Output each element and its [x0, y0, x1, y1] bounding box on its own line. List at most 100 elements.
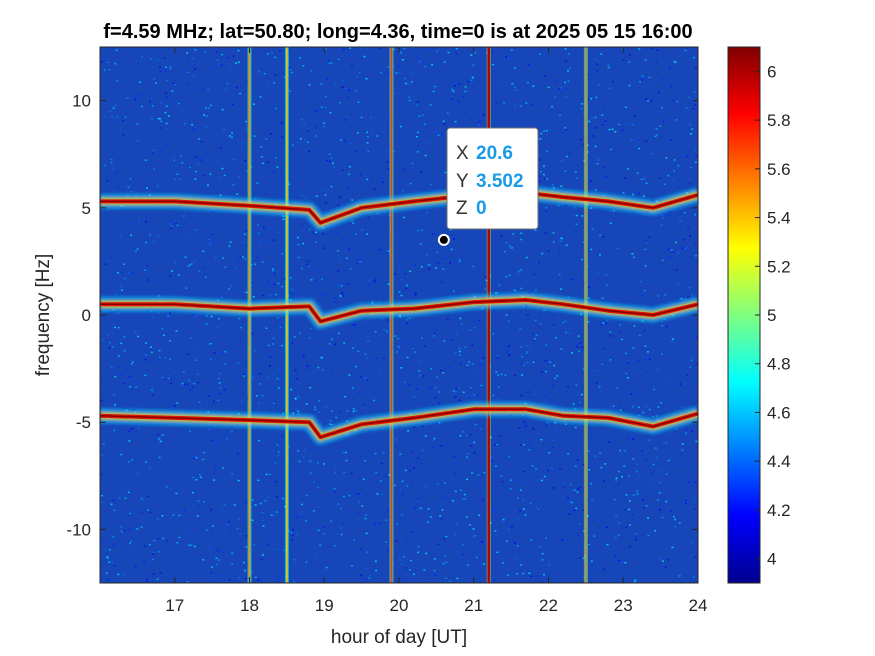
noise-speckle: [312, 469, 315, 471]
noise-speckle: [312, 481, 315, 484]
noise-speckle: [201, 99, 204, 102]
noise-speckle: [298, 287, 301, 290]
noise-speckle: [149, 511, 152, 513]
noise-speckle: [165, 96, 168, 98]
noise-speckle: [458, 347, 461, 350]
noise-speckle: [281, 285, 284, 288]
noise-speckle: [691, 293, 693, 296]
noise-speckle: [254, 350, 257, 352]
noise-speckle: [664, 566, 667, 569]
noise-speckle: [671, 546, 674, 549]
noise-speckle: [342, 451, 345, 454]
noise-speckle: [104, 549, 107, 551]
noise-speckle: [498, 435, 501, 437]
noise-speckle: [333, 167, 336, 170]
noise-speckle: [509, 58, 512, 60]
noise-speckle: [253, 135, 256, 137]
noise-speckle: [515, 89, 518, 91]
noise-speckle: [327, 577, 330, 580]
noise-speckle: [178, 514, 181, 517]
noise-speckle: [431, 64, 434, 66]
noise-speckle: [417, 545, 420, 548]
noise-speckle: [434, 386, 437, 389]
noise-speckle: [459, 435, 462, 437]
noise-speckle: [684, 499, 687, 502]
noise-speckle: [423, 569, 426, 571]
noise-speckle: [627, 362, 630, 364]
noise-speckle: [445, 561, 448, 564]
noise-speckle: [634, 115, 637, 117]
noise-speckle: [409, 559, 412, 562]
noise-speckle: [328, 423, 331, 425]
noise-speckle: [308, 337, 311, 339]
noise-speckle: [141, 499, 144, 502]
noise-speckle: [614, 498, 616, 501]
noise-speckle: [165, 153, 168, 155]
colorbar-tick-label: 4: [767, 550, 776, 569]
noise-speckle: [473, 441, 476, 444]
noise-speckle: [480, 384, 483, 387]
noise-speckle: [220, 322, 223, 325]
noise-speckle: [480, 364, 483, 367]
noise-speckle: [203, 267, 206, 270]
data-tip[interactable]: X 20.6 Y 3.502 Z 0: [437, 127, 539, 246]
noise-speckle: [380, 462, 383, 465]
noise-speckle: [458, 259, 461, 261]
noise-speckle: [470, 83, 473, 85]
noise-speckle: [387, 168, 390, 170]
noise-speckle: [158, 356, 161, 358]
noise-speckle: [494, 465, 497, 467]
noise-speckle: [445, 535, 448, 538]
noise-speckle: [576, 491, 579, 493]
noise-speckle: [505, 56, 507, 58]
noise-speckle: [120, 453, 123, 456]
y-tick-label: 10: [72, 92, 91, 111]
noise-speckle: [384, 351, 387, 354]
noise-speckle: [618, 470, 620, 473]
noise-speckle: [417, 509, 420, 511]
noise-speckle: [633, 406, 636, 408]
noise-speckle: [120, 374, 123, 377]
noise-speckle: [132, 361, 134, 363]
noise-speckle: [351, 65, 354, 67]
noise-speckle: [235, 62, 238, 64]
noise-speckle: [360, 456, 363, 458]
noise-speckle: [404, 272, 407, 275]
data-tip-marker[interactable]: [437, 233, 450, 246]
noise-speckle: [157, 59, 160, 61]
y-tick-label: 0: [82, 306, 91, 325]
noise-speckle: [195, 211, 198, 213]
noise-speckle: [642, 507, 645, 509]
noise-speckle: [315, 280, 318, 283]
noise-speckle: [259, 96, 262, 98]
noise-speckle: [242, 241, 245, 244]
plot-area[interactable]: [100, 47, 700, 584]
noise-speckle: [202, 559, 205, 561]
noise-speckle: [689, 287, 691, 289]
noise-speckle: [630, 346, 633, 348]
noise-speckle: [397, 345, 400, 348]
noise-speckle: [117, 272, 120, 274]
noise-speckle: [657, 471, 660, 473]
noise-speckle: [277, 231, 280, 234]
noise-speckle: [290, 388, 293, 391]
noise-speckle: [320, 357, 323, 359]
noise-speckle: [398, 347, 401, 349]
noise-speckle: [312, 510, 315, 512]
noise-speckle: [357, 350, 360, 353]
noise-speckle: [104, 263, 107, 265]
noise-speckle: [274, 293, 277, 296]
noise-speckle: [418, 370, 421, 372]
noise-speckle: [219, 387, 222, 389]
noise-speckle: [270, 132, 272, 135]
noise-speckle: [345, 53, 348, 55]
noise-speckle: [621, 476, 623, 478]
noise-speckle: [541, 252, 544, 255]
noise-speckle: [116, 172, 118, 174]
noise-speckle: [508, 351, 511, 353]
noise-speckle: [194, 178, 197, 180]
noise-speckle: [204, 224, 207, 226]
noise-speckle: [262, 294, 264, 297]
noise-speckle: [145, 220, 147, 223]
noise-speckle: [477, 482, 479, 484]
